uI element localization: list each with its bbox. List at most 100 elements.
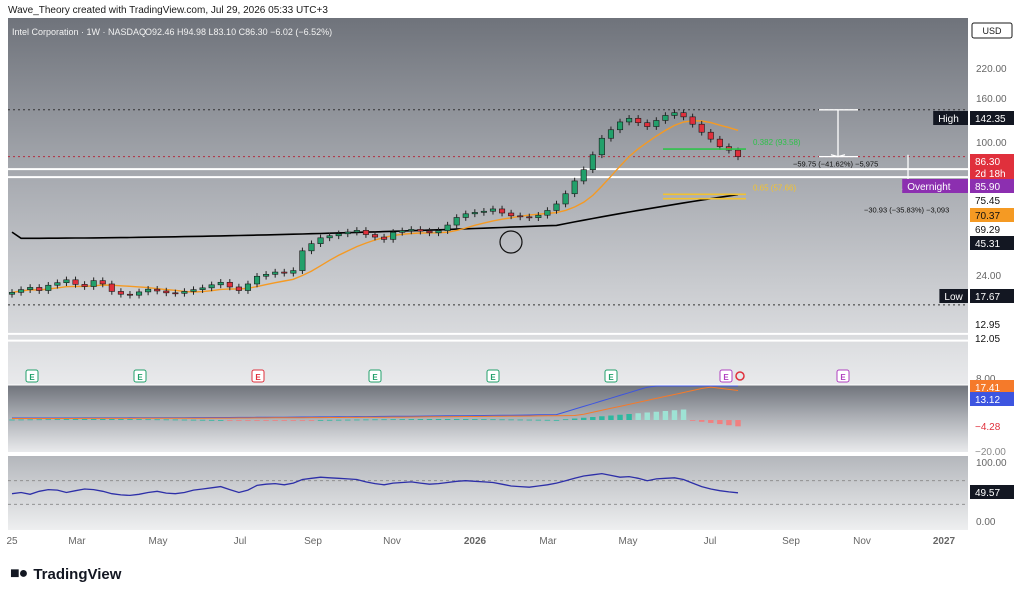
candle-body[interactable] bbox=[508, 212, 515, 217]
candle-body[interactable] bbox=[281, 271, 288, 274]
candle-body[interactable] bbox=[36, 287, 43, 291]
earnings-marker-box[interactable] bbox=[133, 369, 147, 383]
candle-body[interactable] bbox=[580, 169, 587, 182]
candle-body[interactable] bbox=[653, 120, 660, 127]
candle-body[interactable] bbox=[553, 203, 560, 211]
candle-body[interactable] bbox=[399, 230, 406, 233]
price-label-box bbox=[970, 111, 1014, 125]
candle-body[interactable] bbox=[544, 210, 551, 216]
candle-body[interactable] bbox=[217, 281, 224, 286]
currency-box[interactable] bbox=[971, 22, 1013, 39]
candle-body[interactable] bbox=[290, 270, 297, 274]
candle-body[interactable] bbox=[27, 287, 34, 290]
candle-body[interactable] bbox=[362, 230, 369, 235]
earnings-marker-box[interactable] bbox=[719, 369, 733, 383]
candle-body[interactable] bbox=[480, 210, 487, 213]
candle-body[interactable] bbox=[499, 208, 506, 214]
macd-histogram-bar bbox=[27, 419, 33, 421]
candle-body[interactable] bbox=[208, 284, 215, 289]
candle-body[interactable] bbox=[635, 117, 642, 124]
candle-body[interactable] bbox=[689, 116, 696, 125]
earnings-marker-box[interactable] bbox=[251, 369, 265, 383]
candle-body[interactable] bbox=[335, 233, 342, 237]
candle-body[interactable] bbox=[8, 292, 16, 295]
candle-body[interactable] bbox=[63, 279, 70, 283]
candle-body[interactable] bbox=[371, 234, 379, 238]
candle-body[interactable] bbox=[308, 243, 315, 252]
candle-body[interactable] bbox=[226, 281, 233, 288]
candle-body[interactable] bbox=[462, 213, 469, 218]
candle-body[interactable] bbox=[444, 224, 451, 231]
earnings-marker-box[interactable] bbox=[604, 369, 618, 383]
candle-body[interactable] bbox=[671, 112, 678, 116]
candle-body[interactable] bbox=[390, 232, 397, 240]
candle-body[interactable] bbox=[18, 289, 25, 293]
candle-body[interactable] bbox=[99, 280, 106, 285]
candle-body[interactable] bbox=[344, 231, 351, 235]
candle-body[interactable] bbox=[145, 288, 152, 293]
macd-histogram-bar bbox=[526, 419, 532, 421]
candle-body[interactable] bbox=[263, 274, 270, 277]
candle-body[interactable] bbox=[598, 137, 605, 156]
candle-body[interactable] bbox=[662, 115, 669, 121]
candle-body[interactable] bbox=[190, 289, 197, 292]
candle-body[interactable] bbox=[453, 217, 460, 226]
candle-body[interactable] bbox=[181, 291, 188, 294]
candle-body[interactable] bbox=[526, 216, 533, 219]
candle-body[interactable] bbox=[154, 288, 161, 292]
candle-body[interactable] bbox=[471, 212, 478, 215]
candle-body[interactable] bbox=[680, 112, 687, 118]
candle-body[interactable] bbox=[254, 275, 261, 285]
candle-body[interactable] bbox=[644, 122, 651, 127]
candle-body[interactable] bbox=[426, 230, 433, 234]
candle-body[interactable] bbox=[136, 291, 143, 296]
candle-body[interactable] bbox=[417, 229, 424, 232]
candle-body[interactable] bbox=[235, 286, 242, 291]
candle-body[interactable] bbox=[244, 283, 251, 291]
candle-body[interactable] bbox=[626, 117, 633, 123]
candle-body[interactable] bbox=[72, 279, 79, 285]
earnings-marker-box[interactable] bbox=[836, 369, 850, 383]
brand[interactable]: ■● TradingView bbox=[10, 565, 121, 583]
macd-histogram-bar bbox=[444, 419, 451, 420]
candle-body[interactable] bbox=[716, 138, 723, 147]
cross-marker-circle[interactable] bbox=[499, 230, 523, 254]
candle-body[interactable] bbox=[54, 282, 61, 286]
candle-body[interactable] bbox=[272, 271, 279, 275]
earnings-marker-box[interactable] bbox=[486, 369, 500, 383]
candle-body[interactable] bbox=[589, 154, 596, 171]
measure-annotation: −30.93 (−35.83%) −3,093 bbox=[864, 206, 949, 215]
candle-body[interactable] bbox=[299, 250, 306, 271]
candle-body[interactable] bbox=[707, 131, 714, 140]
candle-body[interactable] bbox=[617, 121, 624, 131]
candle-body[interactable] bbox=[326, 235, 333, 239]
macd-histogram-bar bbox=[435, 419, 442, 420]
earnings-marker-box[interactable] bbox=[25, 369, 39, 383]
candle-body[interactable] bbox=[734, 149, 742, 157]
candle-body[interactable] bbox=[381, 236, 388, 240]
candle-body[interactable] bbox=[108, 283, 115, 292]
candle-body[interactable] bbox=[199, 287, 206, 290]
candle-body[interactable] bbox=[517, 215, 524, 218]
candle-body[interactable] bbox=[353, 230, 360, 233]
candle-body[interactable] bbox=[489, 208, 496, 212]
candle-body[interactable] bbox=[163, 290, 170, 294]
candle-body[interactable] bbox=[698, 123, 705, 133]
candle-body[interactable] bbox=[571, 180, 578, 195]
candle-body[interactable] bbox=[126, 293, 133, 296]
candle-body[interactable] bbox=[435, 230, 442, 234]
candle-body[interactable] bbox=[408, 229, 415, 232]
candle-body[interactable] bbox=[117, 291, 124, 295]
ohlc-readout: O92.46 H94.98 L83.10 C86.30 −6.02 (−6.52… bbox=[145, 27, 332, 37]
candle-body[interactable] bbox=[81, 284, 88, 287]
candle-body[interactable] bbox=[317, 237, 324, 244]
candle-body[interactable] bbox=[535, 214, 542, 218]
candle-body[interactable] bbox=[90, 280, 97, 287]
earnings-marker-box[interactable] bbox=[368, 369, 382, 383]
candle-body[interactable] bbox=[562, 193, 569, 205]
candle-body[interactable] bbox=[607, 129, 614, 139]
candle-body[interactable] bbox=[172, 292, 179, 295]
x-tick-label: Nov bbox=[853, 536, 871, 547]
candle-body[interactable] bbox=[45, 284, 52, 291]
